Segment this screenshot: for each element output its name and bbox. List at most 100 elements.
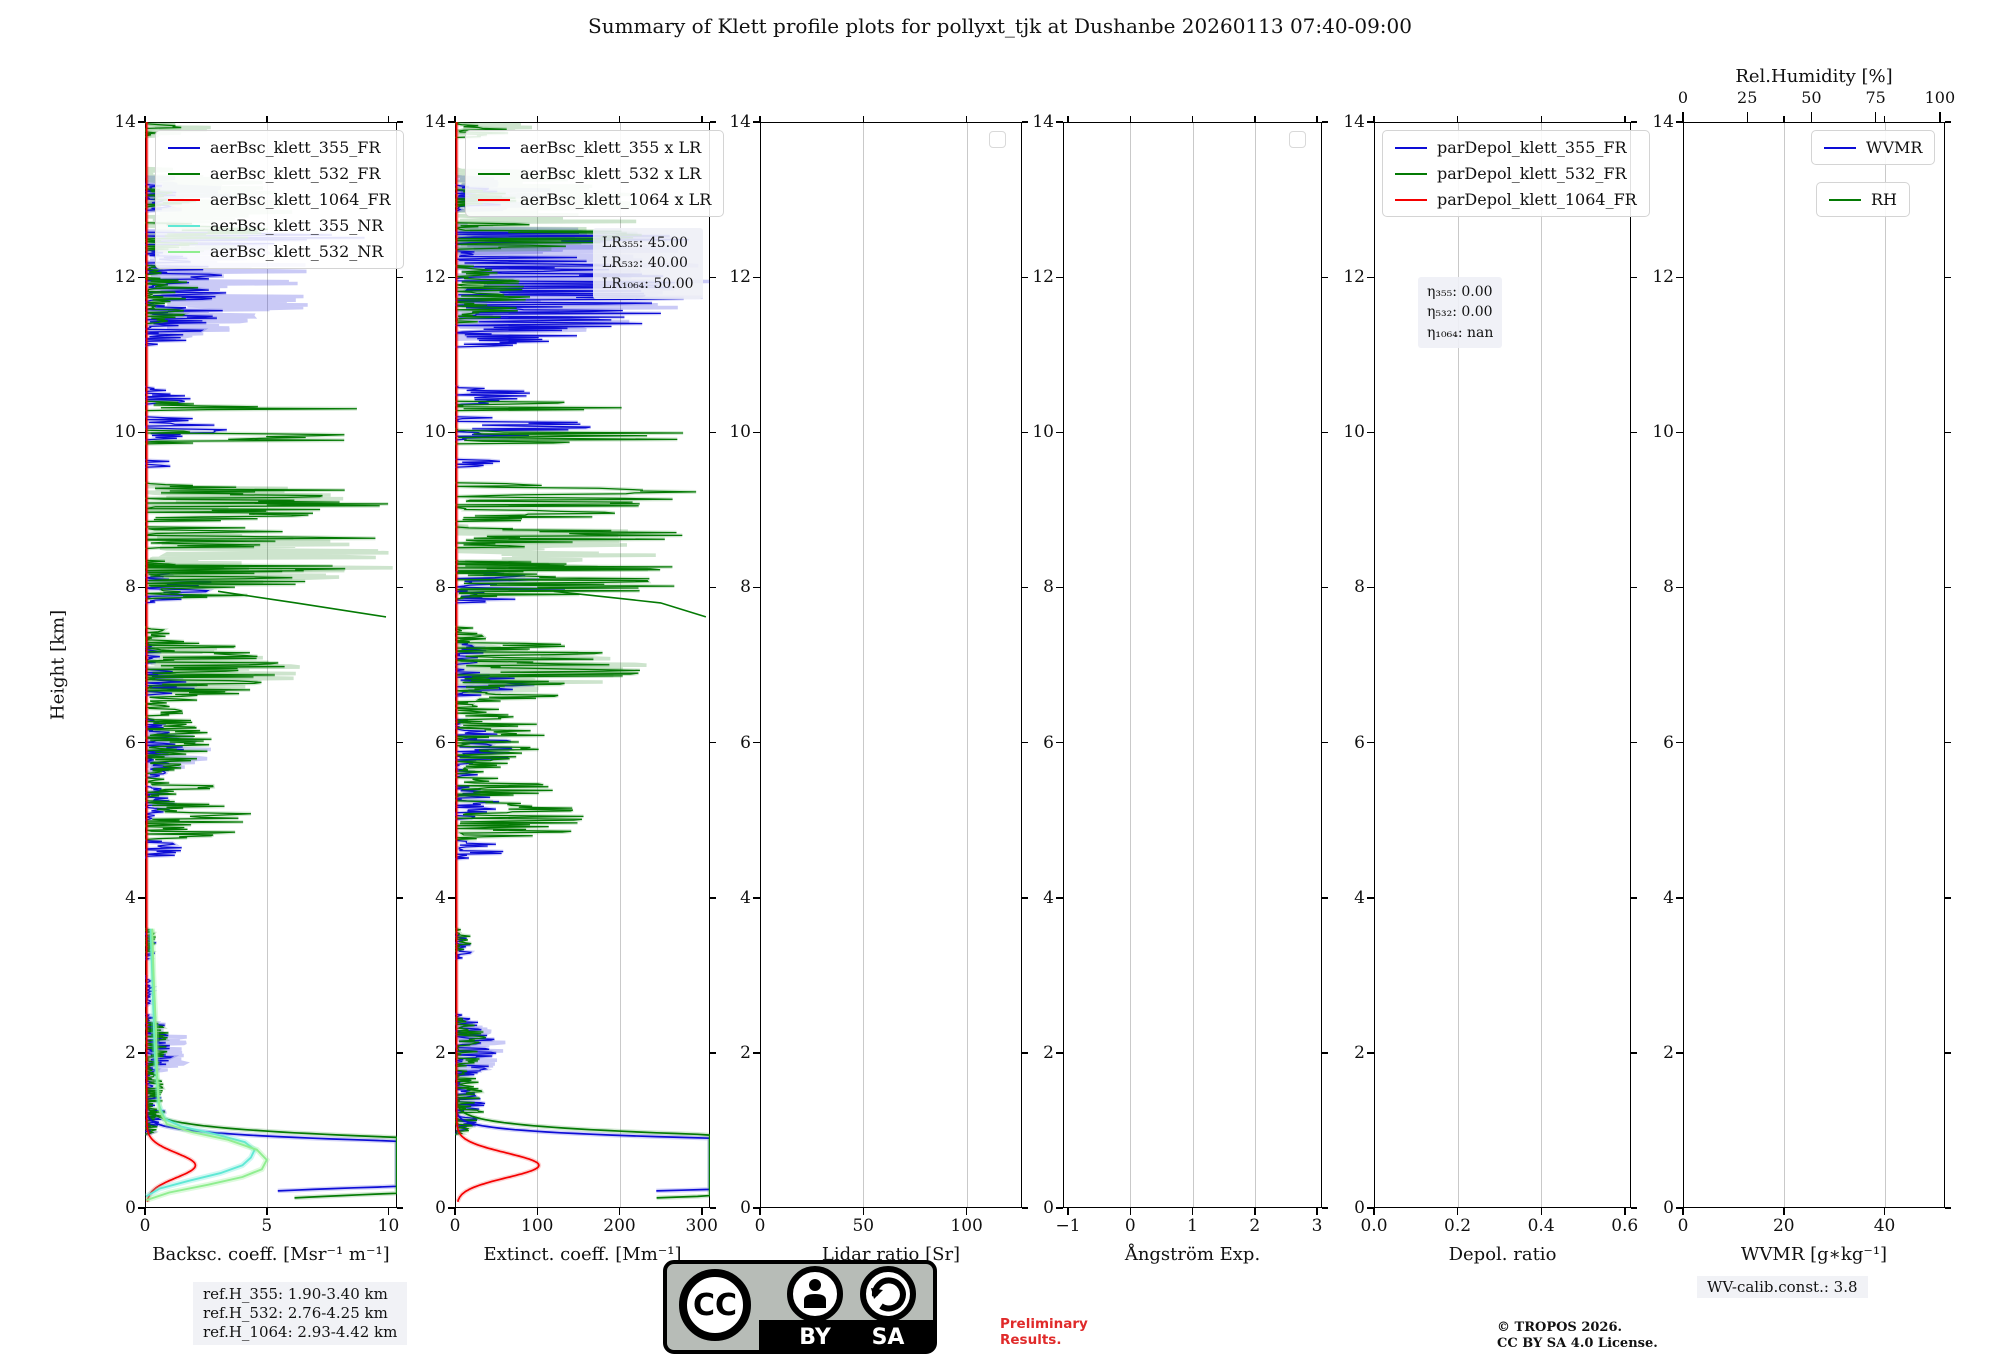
x-tick bbox=[966, 1208, 968, 1215]
y-tick-label: 10 bbox=[424, 422, 446, 443]
y-tick-right bbox=[710, 276, 716, 278]
y-tick-label: 0 bbox=[1663, 1198, 1674, 1218]
y-tick-label: 6 bbox=[740, 732, 751, 753]
legend-label: parDepol_klett_355_FR bbox=[1437, 138, 1627, 157]
x-axis-label-backsc: Backsc. coeff. [Msr⁻¹ m⁻¹] bbox=[152, 1244, 390, 1265]
y-tick-label: 6 bbox=[1354, 732, 1365, 753]
y-tick bbox=[1056, 741, 1063, 744]
x-tick-label: 10 bbox=[377, 1216, 400, 1236]
y-tick-right bbox=[1022, 121, 1028, 123]
legend-item: aerBsc_klett_532 x LR bbox=[478, 164, 711, 183]
ref-h-532: ref.H_532: 2.76-4.25 km bbox=[203, 1304, 388, 1322]
plot-frame bbox=[1063, 122, 1322, 1208]
x-tick bbox=[1540, 1208, 1542, 1215]
y-tick-label: 14 bbox=[1343, 112, 1365, 132]
y-tick bbox=[448, 276, 455, 278]
x-tick bbox=[1682, 1208, 1684, 1215]
x-tick bbox=[1316, 1208, 1318, 1215]
x-tick-label: 200 bbox=[603, 1216, 636, 1236]
x-tick-label: 5 bbox=[261, 1216, 273, 1236]
y-tick bbox=[448, 431, 455, 434]
legend-rh: RH bbox=[1816, 182, 1910, 217]
y-tick bbox=[138, 1207, 145, 1209]
x-tick bbox=[701, 1208, 703, 1215]
y-tick-right bbox=[1631, 121, 1637, 123]
x-tick-top bbox=[1254, 116, 1256, 122]
ref-h-1064: ref.H_1064: 2.93-4.42 km bbox=[203, 1323, 398, 1341]
legend-label: aerBsc_klett_1064_FR bbox=[210, 190, 391, 209]
y-tick-label: 8 bbox=[1354, 577, 1365, 598]
gridline bbox=[1457, 122, 1459, 1208]
x-tick bbox=[454, 1208, 456, 1215]
legend-item: aerBsc_klett_1064 x LR bbox=[478, 190, 711, 209]
gridline bbox=[966, 122, 968, 1208]
empty-legend-box bbox=[1289, 131, 1306, 148]
y-tick-right bbox=[1631, 431, 1637, 434]
legend-item: parDepol_klett_1064_FR bbox=[1395, 190, 1637, 209]
x-tick bbox=[1191, 1208, 1194, 1215]
y-tick-label: 12 bbox=[424, 267, 446, 288]
y-tick bbox=[138, 1052, 145, 1054]
height-axis-label: Height [km] bbox=[47, 609, 69, 721]
gridline bbox=[266, 122, 268, 1208]
x-tick bbox=[1783, 1208, 1785, 1215]
x-tick-label: 0.0 bbox=[1360, 1216, 1388, 1236]
y-tick-label: 12 bbox=[1032, 267, 1054, 288]
y-tick-right bbox=[1022, 431, 1028, 434]
legend-line-swatch bbox=[168, 172, 200, 175]
x-tick bbox=[1883, 1208, 1886, 1215]
y-tick bbox=[1367, 741, 1374, 744]
y-tick-label: 2 bbox=[1663, 1042, 1674, 1063]
x-tick bbox=[1456, 1208, 1459, 1215]
y-tick-right bbox=[397, 586, 403, 589]
legend-line-swatch bbox=[1829, 198, 1861, 201]
top-axis-tick-label: 50 bbox=[1801, 88, 1822, 107]
x-tick bbox=[144, 1208, 146, 1215]
y-tick-label: 4 bbox=[1354, 887, 1365, 908]
legend-label: parDepol_klett_532_FR bbox=[1437, 164, 1627, 183]
panel-lidar-ratio: 0 50 100 0 2 4 6 8 10 12 14 Lidar ratio [Sr] bbox=[729, 112, 1028, 1265]
legend-label: aerBsc_klett_532_FR bbox=[210, 164, 381, 183]
y-tick-right bbox=[1945, 276, 1951, 278]
top-axis-tick bbox=[1746, 112, 1748, 122]
legend-extinct: aerBsc_klett_355 x LR aerBsc_klett_532 x … bbox=[465, 130, 725, 217]
x-tick-label: 50 bbox=[852, 1216, 875, 1236]
annotation-line: LR₃₅₅: 45.00 bbox=[602, 235, 688, 251]
x-tick-label: 0 bbox=[449, 1216, 461, 1236]
page-title: Summary of Klett profile plots for polly… bbox=[588, 14, 1412, 38]
gridline bbox=[1541, 122, 1543, 1208]
legend-label: aerBsc_klett_355_NR bbox=[210, 216, 384, 235]
y-tick-label: 8 bbox=[125, 577, 136, 598]
x-tick bbox=[618, 1208, 621, 1215]
y-tick bbox=[753, 741, 760, 744]
legend-line-swatch bbox=[168, 224, 200, 227]
x-axis-label-lidar-ratio: Lidar ratio [Sr] bbox=[821, 1244, 961, 1265]
gridline bbox=[1192, 122, 1194, 1208]
y-tick-label: 10 bbox=[729, 422, 751, 443]
y-tick-label: 8 bbox=[740, 577, 751, 598]
y-tick-label: 14 bbox=[729, 112, 751, 132]
y-tick bbox=[1056, 276, 1063, 278]
x-tick-top bbox=[387, 116, 390, 122]
y-tick bbox=[448, 1052, 455, 1054]
legend-label: aerBsc_klett_532_NR bbox=[210, 242, 384, 261]
y-tick-right bbox=[397, 431, 403, 434]
x-tick-top bbox=[618, 116, 621, 122]
y-tick-right bbox=[710, 1207, 716, 1209]
ref-h-355: ref.H_355: 1.90-3.40 km bbox=[203, 1285, 388, 1303]
y-tick-right bbox=[1322, 586, 1328, 589]
legend-item: WVMR bbox=[1824, 138, 1922, 157]
y-tick-right bbox=[1631, 1052, 1637, 1054]
x-tick bbox=[1624, 1208, 1626, 1215]
annotation-line: LR₅₃₂: 40.00 bbox=[602, 255, 688, 272]
gridline bbox=[1254, 122, 1256, 1208]
y-tick bbox=[1676, 276, 1683, 278]
x-tick-label: 0.6 bbox=[1611, 1216, 1639, 1236]
top-axis-tick bbox=[1875, 112, 1877, 122]
gridline bbox=[1130, 122, 1132, 1208]
y-tick bbox=[1676, 1052, 1683, 1054]
y-tick-right bbox=[710, 121, 716, 123]
y-tick-right bbox=[397, 1052, 403, 1054]
x-tick bbox=[266, 1208, 268, 1215]
